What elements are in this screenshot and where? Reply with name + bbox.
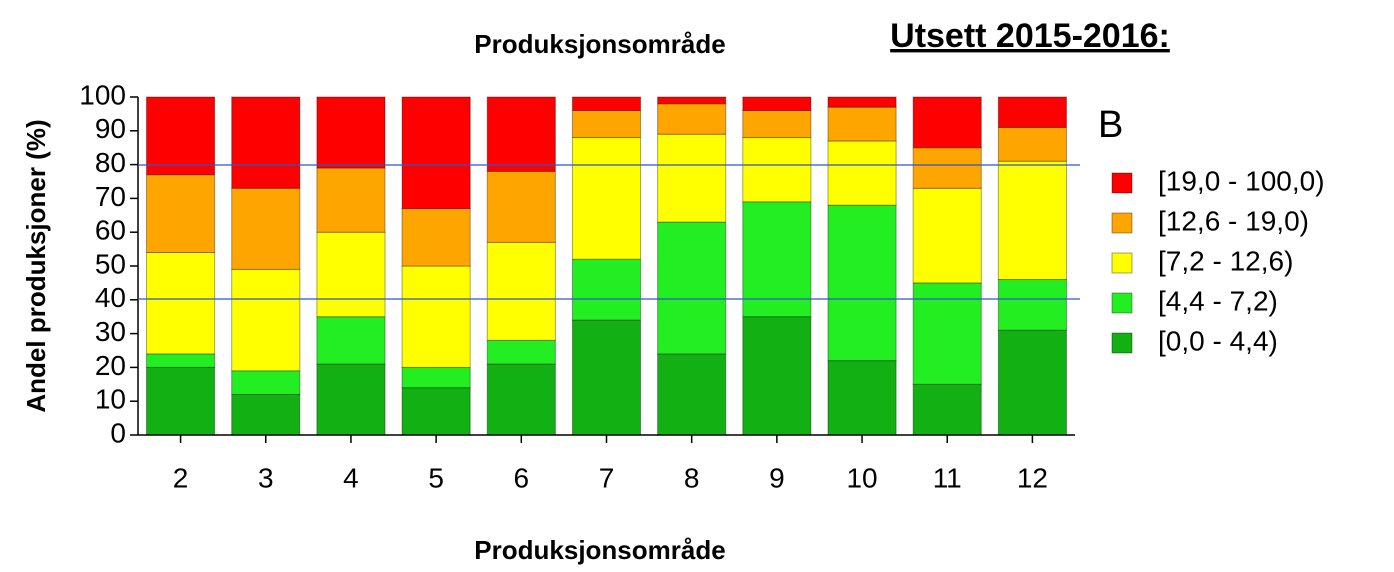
y-tick-label: 50 xyxy=(95,248,126,279)
x-axis-label: Produksjonsområde xyxy=(474,535,725,565)
legend-label: [7,2 - 12,6) xyxy=(1158,245,1293,276)
legend-label: [12,6 - 19,0) xyxy=(1158,205,1309,236)
bar-segment xyxy=(231,96,301,189)
bar-segment xyxy=(231,370,301,395)
x-tick-label: 11 xyxy=(933,462,962,493)
bar-segment xyxy=(231,187,301,270)
y-tick-label: 80 xyxy=(95,147,126,178)
bar-segment xyxy=(146,366,216,436)
legend-label: [0,0 - 4,4) xyxy=(1158,325,1278,356)
bar-segment xyxy=(997,329,1067,436)
bar-segment xyxy=(401,96,471,210)
bar-segment xyxy=(827,360,897,436)
bar-segment xyxy=(742,110,812,139)
x-tick-label: 7 xyxy=(599,462,615,493)
x-tick-label: 3 xyxy=(258,462,274,493)
y-tick-label: 90 xyxy=(95,113,126,144)
bar-segment xyxy=(742,96,812,112)
legend-swatch xyxy=(1111,252,1133,274)
bar-segment xyxy=(146,174,216,253)
bar-segment xyxy=(486,96,556,172)
bar-segment xyxy=(657,353,727,436)
bar-segment xyxy=(146,353,216,368)
legend-label: [19,0 - 100,0) xyxy=(1158,165,1325,196)
bar-segment xyxy=(401,265,471,368)
bar-segment xyxy=(657,96,727,105)
bar-segment xyxy=(571,258,642,321)
bar-segment xyxy=(657,221,727,355)
bar-segment xyxy=(827,96,897,108)
bar-segment xyxy=(657,103,727,135)
bar-segment xyxy=(401,366,471,389)
x-tick-label: 5 xyxy=(428,462,444,493)
bar-segment xyxy=(912,96,982,149)
bar-segment xyxy=(146,96,216,176)
bar-segment xyxy=(571,110,642,139)
bar-segment xyxy=(231,393,301,436)
bar-segment xyxy=(231,268,301,372)
bar-segment xyxy=(912,187,982,284)
bar-segment xyxy=(742,316,812,436)
chart-title: Utsett 2015-2016: xyxy=(890,17,1170,55)
bar-segment xyxy=(316,96,386,169)
bar-segment xyxy=(657,133,727,223)
bar-segment xyxy=(571,137,642,260)
bar-segment xyxy=(997,126,1067,162)
y-tick-label: 20 xyxy=(95,350,126,381)
bar-segment xyxy=(827,140,897,206)
bar-segment xyxy=(571,319,642,436)
y-tick-label: 60 xyxy=(95,215,126,246)
bar-segment xyxy=(912,147,982,189)
y-tick-label: 100 xyxy=(79,79,126,110)
bar-segment xyxy=(401,387,471,436)
bar-segment xyxy=(316,316,386,365)
bar-segment xyxy=(486,170,556,243)
x-tick-label: 8 xyxy=(684,462,700,493)
bar-segment xyxy=(401,208,471,267)
x-tick-label: 10 xyxy=(846,462,877,493)
legend-swatch xyxy=(1111,332,1133,354)
y-tick-label: 30 xyxy=(95,316,126,347)
legend-swatch xyxy=(1111,212,1133,234)
bar-segment xyxy=(486,363,556,436)
x-tick-label: 9 xyxy=(769,462,785,493)
bar-segment xyxy=(912,282,982,385)
chart-subtitle: Produksjonsområde xyxy=(474,29,725,59)
bar-segment xyxy=(571,96,642,112)
bar-segment xyxy=(827,204,897,362)
bar-segment xyxy=(997,96,1067,128)
bar-segment xyxy=(316,167,386,233)
bar-segment xyxy=(486,241,556,341)
legend-swatch xyxy=(1111,292,1133,314)
x-tick-label: 4 xyxy=(343,462,359,493)
x-tick-label: 2 xyxy=(173,462,189,493)
bar-segment xyxy=(316,363,386,436)
bar-segment xyxy=(997,160,1067,281)
bar-segment xyxy=(742,137,812,203)
bar-segment xyxy=(827,106,897,142)
y-tick-label: 0 xyxy=(110,417,126,448)
bar-segment xyxy=(316,231,386,318)
y-tick-label: 70 xyxy=(95,181,126,212)
y-axis-label: Andel produksjoner (%) xyxy=(21,119,51,412)
legend-swatch xyxy=(1111,172,1133,194)
bar-segment xyxy=(912,383,982,436)
x-tick-label: 12 xyxy=(1017,462,1048,493)
bar-segment xyxy=(997,279,1067,331)
x-tick-label: 6 xyxy=(514,462,530,493)
y-tick-label: 40 xyxy=(95,282,126,313)
y-tick-label: 10 xyxy=(95,384,126,415)
bar-segment xyxy=(146,251,216,355)
legend-title: B xyxy=(1098,104,1123,146)
legend-label: [4,4 - 7,2) xyxy=(1158,285,1278,316)
bar-segment xyxy=(486,339,556,365)
